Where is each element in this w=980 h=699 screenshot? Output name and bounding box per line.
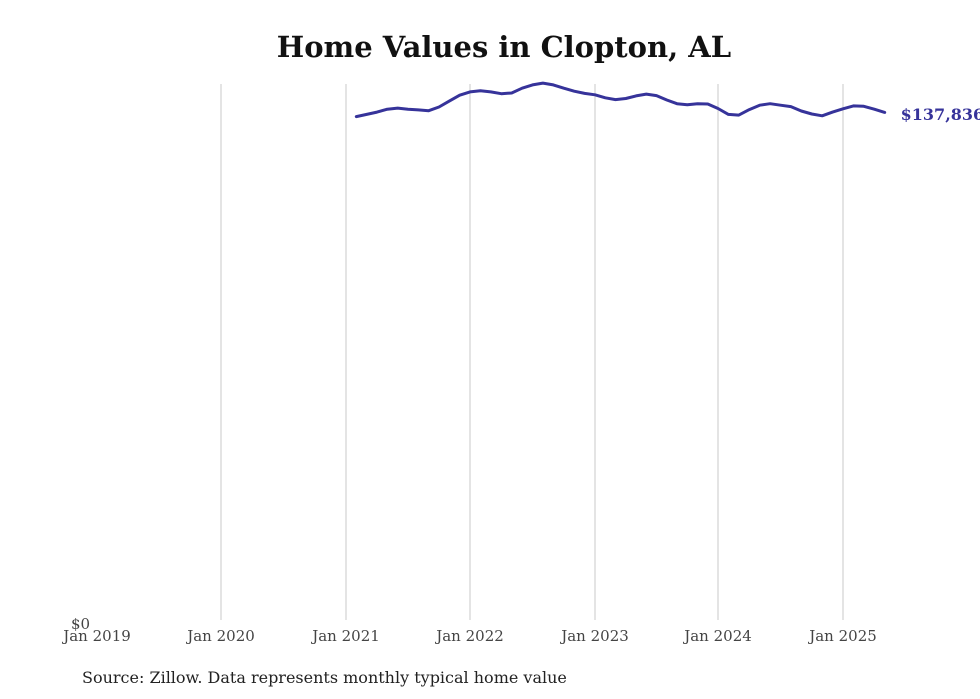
x-tick-label: Jan 2025 (807, 627, 877, 645)
x-tick-label: Jan 2019 (61, 627, 131, 645)
series-line-group (354, 81, 887, 119)
gridlines (220, 84, 844, 620)
x-tick-label: Jan 2023 (559, 627, 629, 645)
tick-labels: Jan 2019 Jan 2020 Jan 2021 Jan 2022 Jan 2023… (61, 105, 980, 645)
x-tick-label: Jan 2020 (185, 627, 255, 645)
chart-title: Home Values in Clopton, AL (276, 30, 732, 64)
y-tick-label: $0 (71, 615, 90, 633)
x-tick-label: Jan 2022 (434, 627, 504, 645)
x-tick-label: Jan 2024 (682, 627, 752, 645)
source-note: Source: Zillow. Data represents monthly … (82, 668, 567, 687)
end-value-label: $137,836 (901, 105, 980, 124)
home-value-line (354, 81, 887, 119)
x-tick-label: Jan 2021 (310, 627, 380, 645)
